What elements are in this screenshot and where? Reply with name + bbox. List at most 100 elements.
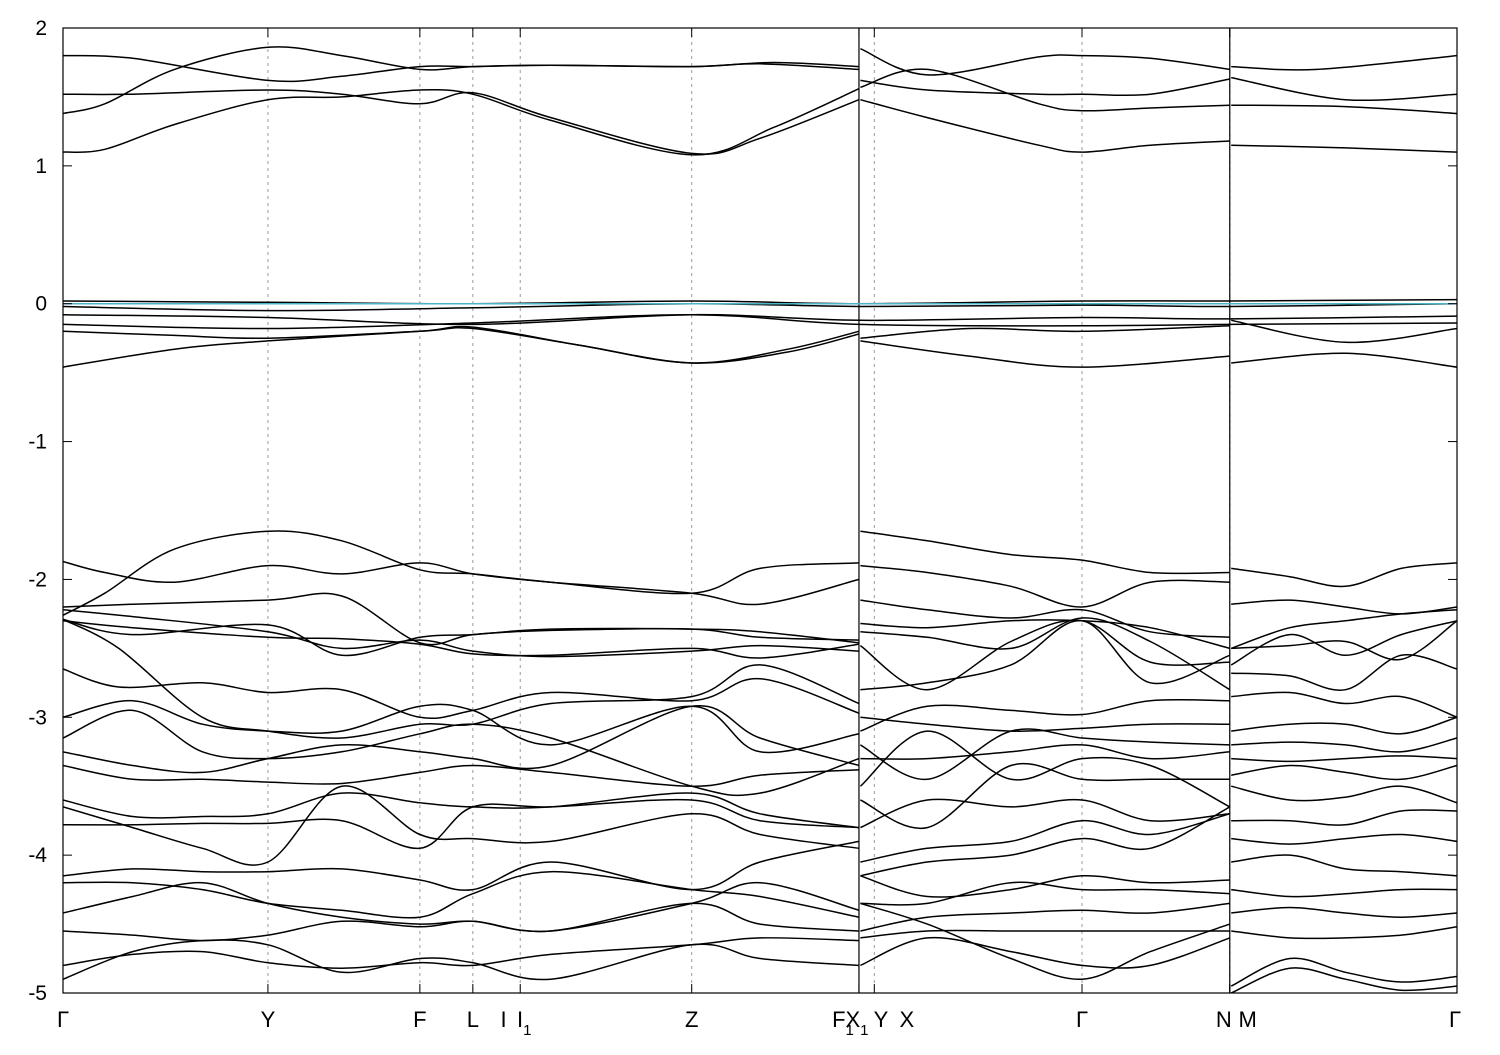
k-point-label: Γ (1449, 1007, 1461, 1032)
band-line-51 (860, 716, 1230, 732)
band-line-48 (859, 619, 1230, 691)
y-tick-label: 0 (35, 293, 47, 316)
band-line-26 (63, 620, 860, 659)
k-point-subscript: 1 (846, 1022, 854, 1039)
band-line-39 (63, 881, 860, 933)
band-line-30 (63, 699, 860, 754)
y-tick-label: 1 (35, 155, 47, 178)
y-tick-label: -3 (28, 706, 47, 729)
band-line-3 (63, 88, 860, 156)
band-line-38 (63, 870, 860, 919)
band-layer (63, 46, 1457, 993)
y-tick-label: -4 (28, 844, 47, 867)
band-line-5 (860, 78, 1230, 97)
band-line-33 (63, 764, 860, 787)
band-line-82 (1231, 926, 1457, 940)
y-tick-label: -1 (28, 431, 47, 454)
band-line-32 (63, 705, 860, 774)
band-line-15 (63, 313, 1457, 330)
band-line-56 (860, 798, 1230, 829)
band-line-60 (860, 881, 1230, 906)
band-line-76 (1231, 785, 1457, 804)
k-point-label: Γ (57, 1007, 69, 1032)
band-line-63 (860, 936, 1231, 969)
band-line-14 (63, 313, 1457, 326)
k-point-label: N (1216, 1007, 1232, 1032)
band-line-73 (1231, 737, 1457, 753)
band-line-20 (1231, 319, 1457, 344)
band-line-9 (1231, 76, 1457, 102)
band-line-18 (860, 325, 1230, 339)
band-line-80 (1231, 888, 1457, 898)
band-line-13 (63, 302, 1457, 312)
band-line-68 (1231, 620, 1457, 661)
band-line-78 (1231, 833, 1457, 845)
band-line-52 (860, 728, 1230, 781)
band-line-44 (860, 564, 1230, 608)
k-point-subscript: 1 (860, 1022, 868, 1039)
band-line-53 (860, 743, 1230, 760)
k-point-label: M (1239, 1007, 1257, 1032)
band-line-43 (860, 530, 1230, 575)
band-line-8 (1231, 54, 1457, 71)
band-line-27 (63, 618, 860, 657)
band-line-46 (860, 619, 1230, 650)
band-line-40 (63, 902, 860, 942)
band-line-75 (1231, 764, 1457, 781)
k-point-label: L (467, 1007, 479, 1032)
band-line-4 (860, 48, 1230, 76)
band-line-83 (1230, 957, 1457, 987)
band-line-65 (1231, 562, 1457, 588)
band-line-11 (1231, 144, 1457, 153)
band-line-23 (63, 530, 860, 616)
band-line-84 (1230, 967, 1457, 993)
band-line-59 (860, 874, 1230, 898)
band-line-7 (860, 98, 1230, 153)
band-line-77 (1231, 809, 1457, 826)
band-line-62 (860, 929, 1230, 939)
band-line-45 (860, 599, 1230, 639)
band-line-19 (860, 340, 1230, 368)
band-line-49 (860, 620, 1231, 691)
band-line-29 (63, 668, 860, 719)
band-line-34 (63, 792, 860, 829)
k-point-subscript: 1 (523, 1022, 531, 1039)
band-line-70 (1231, 654, 1457, 691)
k-point-label: X (900, 1007, 915, 1032)
band-line-25 (63, 609, 860, 658)
band-line-1 (63, 89, 860, 155)
band-line-36 (63, 798, 860, 850)
band-line-81 (1231, 906, 1457, 918)
band-line-22 (63, 560, 860, 595)
band-line-6 (860, 68, 1230, 112)
band-line-57 (860, 813, 1230, 863)
band-line-2 (63, 46, 860, 115)
k-point-label: Γ (1076, 1007, 1088, 1032)
gridline-layer (267, 28, 1231, 993)
band-line-0 (63, 54, 860, 83)
band-line-64 (860, 902, 1231, 980)
k-point-label: Z (685, 1007, 698, 1032)
band-line-21 (1231, 352, 1457, 368)
band-line-17 (63, 325, 860, 368)
band-line-37 (63, 840, 860, 891)
k-point-label: F (413, 1007, 426, 1032)
band-line-47 (860, 617, 1231, 691)
band-line-71 (1231, 691, 1457, 719)
band-line-69 (1230, 620, 1457, 666)
band-line-58 (860, 806, 1231, 877)
band-line-61 (860, 902, 1230, 932)
band-line-42 (63, 939, 860, 981)
k-point-label: Y (261, 1007, 276, 1032)
band-line-12 (63, 298, 1457, 305)
band-line-72 (1231, 716, 1457, 735)
band-line-41 (63, 937, 860, 969)
k-point-label: I1 (517, 1007, 531, 1039)
band-line-16 (63, 326, 860, 364)
band-line-67 (1230, 609, 1457, 650)
band-line-79 (1231, 854, 1457, 877)
band-line-31 (63, 709, 860, 797)
k-point-label: Y (874, 1007, 889, 1032)
